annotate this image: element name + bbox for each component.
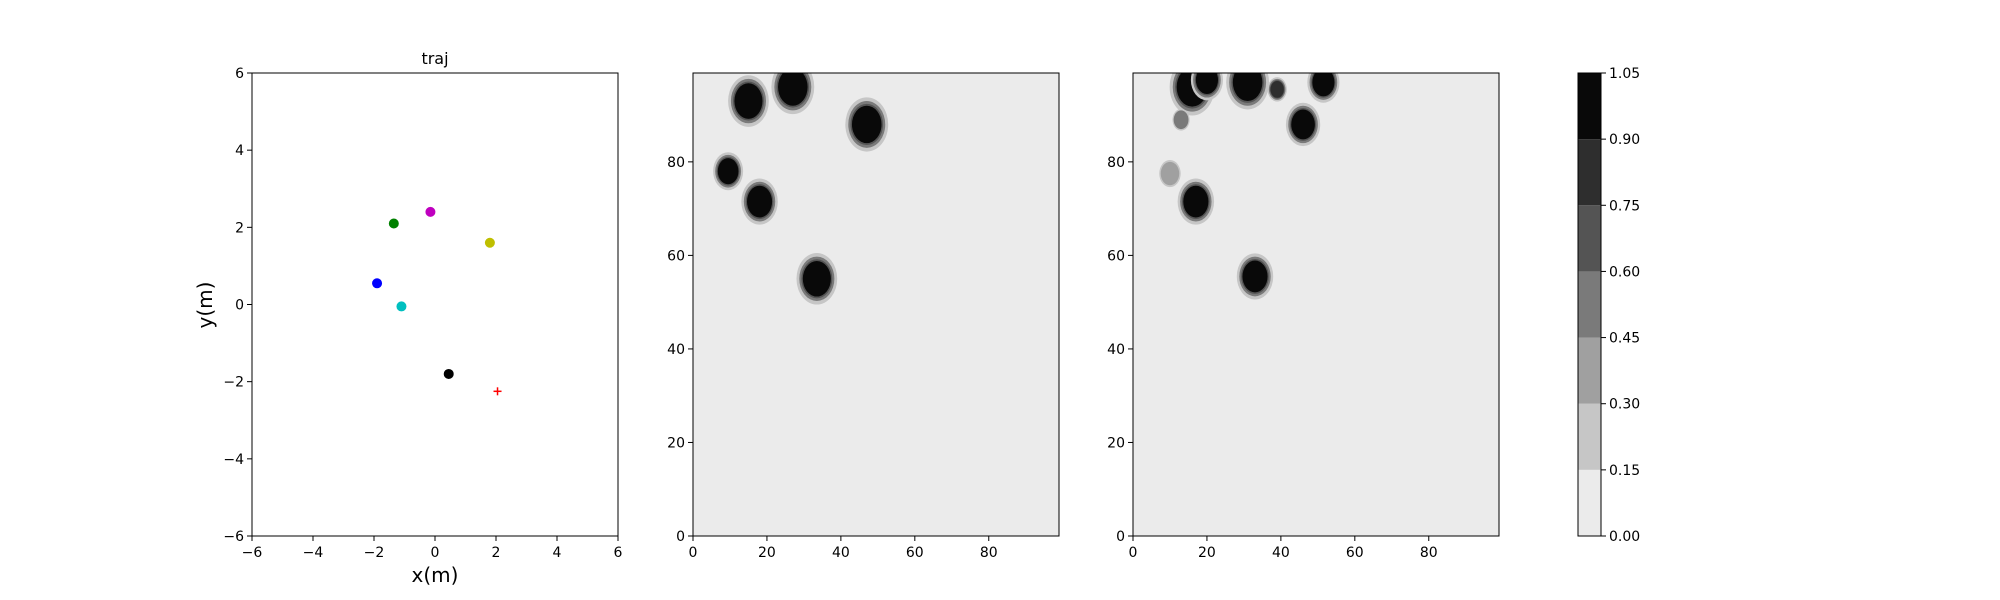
map-2-y-tick-label: 60 bbox=[1107, 248, 1125, 264]
colorbar-band bbox=[1578, 139, 1601, 206]
agent-point bbox=[396, 301, 407, 312]
map-1-frame bbox=[692, 72, 1060, 537]
map-1-blobs bbox=[713, 73, 889, 305]
map-1-x-tick-label: 20 bbox=[758, 545, 776, 561]
map-1-y-ticks: 0 20 40 60 80 bbox=[667, 155, 693, 545]
occupancy-blob bbox=[1307, 73, 1340, 103]
colorbar-frame bbox=[1577, 72, 1602, 537]
traj-points bbox=[372, 206, 502, 396]
colorbar-tick-label: 0.30 bbox=[1609, 397, 1640, 413]
colorbar-tick-label: 0.45 bbox=[1609, 331, 1640, 347]
traj-y-tick-label: 2 bbox=[235, 220, 244, 236]
map-2-x-ticks: 0 20 40 60 80 bbox=[1129, 536, 1438, 561]
agent-point bbox=[425, 206, 436, 217]
traj-y-label: y(m) bbox=[193, 282, 217, 329]
map-2-blobs bbox=[1159, 73, 1340, 300]
map-1-y-tick-label: 40 bbox=[667, 342, 685, 358]
colorbar-band bbox=[1578, 469, 1601, 536]
colorbar-tick-label: 0.15 bbox=[1609, 463, 1640, 479]
traj-title: traj bbox=[421, 49, 448, 68]
map-2-x-tick-label: 80 bbox=[1420, 545, 1438, 561]
traj-y-tick-label: −4 bbox=[223, 452, 244, 468]
map-1-y-tick-label: 60 bbox=[667, 248, 685, 264]
colorbar-band bbox=[1578, 403, 1601, 470]
agent-point bbox=[372, 278, 383, 289]
traj-y-tick-label: 6 bbox=[235, 66, 244, 82]
map-plot-2: 0 20 40 60 80 0 20 40 60 80 bbox=[1107, 72, 1500, 561]
traj-x-tick-label: 0 bbox=[431, 545, 440, 561]
occupancy-blob bbox=[771, 73, 815, 115]
map-1-background bbox=[693, 73, 1059, 536]
traj-plot: traj −6 −4 −2 0 2 4 6 −6 −4 −2 0 2 4 6 x(m) y(m) bbox=[193, 49, 623, 587]
colorbar: 0.00 0.15 0.30 0.45 0.60 0.75 0.90 1.05 bbox=[1577, 66, 1640, 545]
occupancy-blob bbox=[1172, 108, 1190, 131]
traj-x-tick-label: 2 bbox=[492, 545, 501, 561]
traj-x-tick-label: −6 bbox=[242, 545, 263, 561]
map-2-frame bbox=[1132, 72, 1500, 537]
agent-point bbox=[388, 218, 399, 229]
map-2-x-tick-label: 60 bbox=[1346, 545, 1364, 561]
occupancy-blob bbox=[1159, 159, 1181, 188]
map-2-y-tick-label: 80 bbox=[1107, 155, 1125, 171]
occupancy-blob bbox=[713, 152, 744, 191]
colorbar-tick-label: 0.75 bbox=[1609, 198, 1640, 214]
traj-x-tick-label: 4 bbox=[553, 545, 562, 561]
map-2-y-ticks: 0 20 40 60 80 bbox=[1107, 155, 1133, 545]
traj-x-tick-label: −2 bbox=[364, 545, 385, 561]
map-2-background bbox=[1133, 73, 1499, 536]
occupancy-blob bbox=[1267, 77, 1287, 102]
traj-y-tick-label: −6 bbox=[223, 529, 244, 545]
map-2-y-tick-label: 20 bbox=[1107, 435, 1125, 451]
map-2-y-tick-label: 40 bbox=[1107, 342, 1125, 358]
occupancy-blob bbox=[1177, 178, 1215, 225]
traj-x-label: x(m) bbox=[412, 563, 459, 587]
traj-x-tick-label: 6 bbox=[614, 545, 623, 561]
map-1-x-ticks: 0 20 40 60 80 bbox=[689, 536, 998, 561]
colorbar-band bbox=[1578, 73, 1601, 140]
traj-y-tick-label: −2 bbox=[223, 375, 244, 391]
occupancy-blob bbox=[796, 253, 838, 305]
map-2-y-tick-label: 0 bbox=[1116, 529, 1125, 545]
colorbar-band bbox=[1578, 205, 1601, 272]
traj-x-tick-label: −4 bbox=[303, 545, 324, 561]
map-1-y-tick-label: 0 bbox=[676, 529, 685, 545]
traj-y-tick-label: 0 bbox=[235, 298, 244, 314]
occupancy-blob bbox=[1236, 253, 1274, 300]
agent-point bbox=[443, 368, 454, 379]
map-2-x-tick-label: 40 bbox=[1272, 545, 1290, 561]
colorbar-tick-label: 0.00 bbox=[1609, 529, 1640, 545]
colorbar-tick-label: 0.60 bbox=[1609, 264, 1640, 280]
agent-point bbox=[484, 237, 495, 248]
map-2-x-tick-label: 0 bbox=[1129, 545, 1138, 561]
colorbar-tick-label: 0.90 bbox=[1609, 132, 1640, 148]
occupancy-blob bbox=[845, 97, 889, 152]
occupancy-blob bbox=[728, 75, 769, 127]
traj-plot-frame bbox=[251, 72, 619, 537]
colorbar-tick-label: 1.05 bbox=[1609, 66, 1640, 82]
colorbar-ticks: 0.00 0.15 0.30 0.45 0.60 0.75 0.90 1.05 bbox=[1601, 66, 1640, 545]
traj-y-tick-label: 4 bbox=[235, 143, 244, 159]
occupancy-blob bbox=[1226, 73, 1270, 110]
map-1-x-tick-label: 0 bbox=[689, 545, 698, 561]
colorbar-band bbox=[1578, 271, 1601, 338]
traj-x-ticks: −6 −4 −2 0 2 4 6 bbox=[242, 536, 623, 561]
map-1-y-tick-label: 20 bbox=[667, 435, 685, 451]
occupancy-blob bbox=[741, 178, 778, 225]
map-1-x-tick-label: 60 bbox=[906, 545, 924, 561]
occupancy-blob bbox=[1190, 73, 1224, 101]
map-1-x-tick-label: 40 bbox=[832, 545, 850, 561]
traj-y-ticks: −6 −4 −2 0 2 4 6 bbox=[223, 66, 252, 545]
map-1-x-tick-label: 80 bbox=[980, 545, 998, 561]
occupancy-blob bbox=[1285, 102, 1321, 147]
colorbar-bands bbox=[1578, 73, 1601, 536]
goal-plus-marker bbox=[493, 387, 502, 396]
map-2-x-tick-label: 20 bbox=[1198, 545, 1216, 561]
colorbar-band bbox=[1578, 337, 1601, 404]
map-plot-1: 0 20 40 60 80 0 20 40 60 80 bbox=[667, 72, 1060, 561]
map-1-y-tick-label: 80 bbox=[667, 155, 685, 171]
